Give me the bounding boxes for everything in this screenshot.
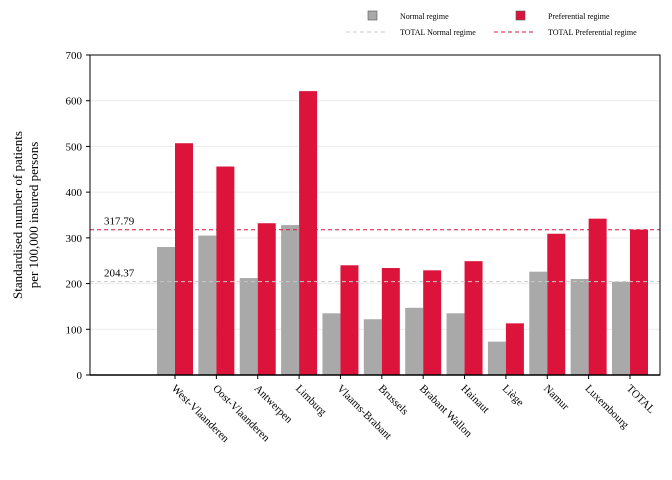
bar-normal xyxy=(363,319,382,375)
y-tick-label: 600 xyxy=(66,96,83,108)
bar-preferential xyxy=(175,143,193,375)
y-tick-label: 700 xyxy=(66,50,83,62)
bar-preferential xyxy=(216,166,235,375)
bar-preferential xyxy=(630,229,648,375)
bars xyxy=(157,91,648,375)
y-tick-label: 300 xyxy=(66,233,83,245)
x-tick-label: Brussels xyxy=(376,383,411,418)
bar-preferential xyxy=(257,223,276,375)
legend: Normal regime Preferential regime TOTAL No… xyxy=(346,10,637,37)
x-tick-label: TOTAL xyxy=(624,383,657,416)
bar-preferential xyxy=(588,218,607,375)
reference-line-label: 204.37 xyxy=(104,268,135,280)
legend-swatch xyxy=(515,10,526,21)
legend-label: TOTAL Preferential regime xyxy=(548,28,637,37)
y-tick-label: 500 xyxy=(66,141,83,153)
y-tick-label: 200 xyxy=(66,279,83,291)
y-axis-label-line: Standardised number of patients xyxy=(10,131,25,299)
reference-line-label: 317.79 xyxy=(104,216,135,228)
bar-preferential xyxy=(381,268,400,375)
bar-preferential xyxy=(340,265,359,375)
legend-swatch xyxy=(367,10,378,21)
bar-preferential xyxy=(505,323,524,375)
reference-lines: 204.37 317.79 xyxy=(90,216,660,283)
bar-normal xyxy=(570,279,589,375)
y-tick-label: 400 xyxy=(66,187,83,199)
y-tick-label: 100 xyxy=(66,324,83,336)
legend-label: Normal regime xyxy=(400,12,449,21)
x-tick-label: Liège xyxy=(500,383,526,409)
y-axis-label-line: per 100,000 insured persons xyxy=(26,142,41,289)
bar-normal xyxy=(157,247,175,375)
bar-normal xyxy=(322,313,341,375)
bar-normal xyxy=(529,271,548,375)
legend-label: TOTAL Normal regime xyxy=(400,28,476,37)
axes: 0100200300400500600700West-VlaanderenOos… xyxy=(66,50,661,445)
x-tick-label: Namur xyxy=(541,383,571,413)
bar-preferential xyxy=(423,270,442,375)
bar-normal xyxy=(239,278,258,375)
bar-normal xyxy=(487,341,506,375)
bar-normal xyxy=(405,307,424,375)
bar-preferential xyxy=(464,261,483,375)
legend-label: Preferential regime xyxy=(548,12,610,21)
bar-normal xyxy=(281,225,300,375)
y-tick-label: 0 xyxy=(77,370,83,382)
bar-preferential xyxy=(299,91,318,375)
x-tick-label: Antwerpen xyxy=(252,383,295,426)
bar-normal xyxy=(446,313,465,375)
x-tick-label: Hainaut xyxy=(458,383,491,416)
y-axis-label: Standardised number of patients per 100,0… xyxy=(10,131,41,299)
bar-normal xyxy=(612,281,630,375)
bar-preferential xyxy=(547,233,566,375)
bar-normal xyxy=(198,235,217,375)
x-tick-label: Limburg xyxy=(293,383,329,419)
